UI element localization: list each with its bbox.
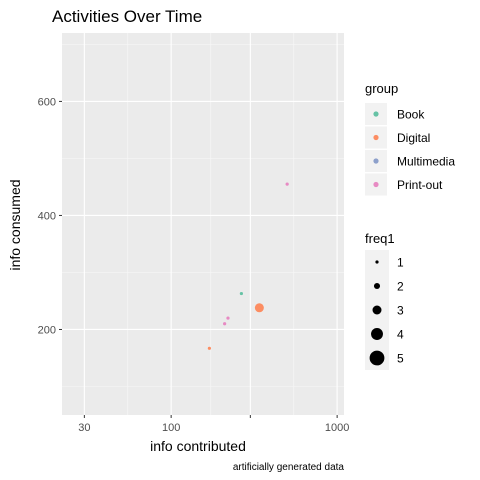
color-legend-title: group [365, 81, 398, 96]
size-legend: freq1 1 2 3 4 5 [365, 231, 404, 370]
color-legend-label: Book [397, 108, 425, 122]
size-legend-label: 3 [397, 304, 404, 318]
y-axis-title: info consumed [7, 179, 23, 270]
chart-caption: artificially generated data [233, 462, 345, 473]
data-point [254, 303, 264, 313]
legend-key-dot [373, 181, 379, 188]
y-tick-label: 600 [38, 96, 56, 108]
legend-size-dot [375, 260, 379, 264]
legend-size-dot [373, 282, 381, 290]
size-legend-label: 5 [397, 352, 404, 366]
legend-size-dot [371, 328, 383, 340]
color-legend-label: Digital [397, 131, 430, 145]
size-legend-label: 2 [397, 280, 404, 294]
size-legend-title: freq1 [365, 231, 395, 246]
x-tick-label: 100 [162, 422, 180, 434]
x-axis-title: info contributed [150, 438, 246, 454]
data-points [207, 182, 289, 350]
y-tick-label: 400 [38, 210, 56, 222]
chart-title: Activities Over Time [52, 7, 202, 26]
color-legend-label: Multimedia [397, 155, 455, 169]
plot-panel [62, 33, 344, 415]
data-point [226, 316, 230, 320]
legend-key-dot [373, 111, 379, 117]
data-point [285, 182, 289, 186]
size-legend-label: 1 [397, 256, 404, 270]
x-tick-label: 30 [78, 422, 90, 434]
x-tick-label: 1000 [325, 422, 349, 434]
color-legend-label: Print-out [397, 178, 443, 192]
y-axis-ticks: 200 400 600 [38, 96, 62, 336]
legend-key-dot [373, 158, 379, 164]
grid-lines [62, 33, 344, 415]
size-legend-label: 4 [397, 328, 404, 342]
legend-size-dot [372, 305, 382, 315]
data-point [239, 291, 243, 296]
x-axis-ticks: 30 100 1000 [78, 415, 349, 434]
data-point [207, 346, 211, 350]
legend-size-dot [369, 350, 385, 366]
y-tick-label: 200 [38, 324, 56, 336]
legend-key-dot [373, 134, 379, 141]
color-legend: group Book Digital Multimedia Print-out [365, 81, 455, 196]
data-point [223, 322, 227, 326]
